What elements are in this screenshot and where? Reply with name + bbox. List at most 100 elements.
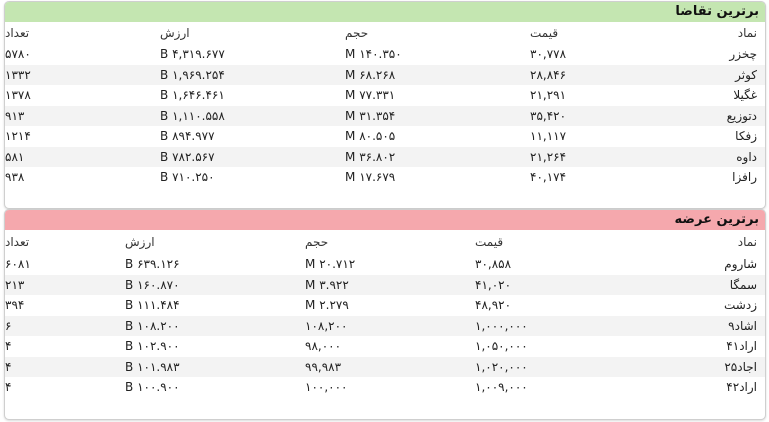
table-row[interactable]: زفکا ۱۱,۱۱۷ ۸۰.۵۰۵ M ۸۹۴.۹۷۷ B ۱۲۱۴ [5,126,765,147]
top-demand-table: نماد قیمت حجم ارزش تعداد چخزر ۳۰,۷۷۸ ۱۴۰.۳… [5,22,765,188]
header-value[interactable]: ارزش [125,235,155,249]
cell-price: ۱,۰۲۰,۰۰۰ [475,359,528,374]
cell-count: ۶۰۸۱ [5,257,31,272]
table-row[interactable]: کوثر ۲۸,۸۴۶ ۶۸.۲۶۸ M ۱,۹۶۹.۲۵۴ B ۱۳۳۲ [5,64,765,85]
cell-value: ۱۰۰.۹۰۰ B [125,380,180,395]
top-supply-table: نماد قیمت حجم ارزش تعداد شاروم ۳۰,۸۵۸ ۲۰.۷… [5,230,765,398]
cell-value: ۱,۱۱۰.۵۵۸ B [160,108,225,123]
cell-price: ۴۰,۱۷۴ [530,170,567,185]
cell-volume: ۱۰۸,۲۰۰ [305,318,348,333]
table-row[interactable]: غگیلا ۲۱,۲۹۱ ۷۷.۳۳۱ M ۱,۶۴۶.۴۶۱ B ۱۳۷۸ [5,85,765,106]
cell-count: ۱۳۷۸ [5,88,31,103]
cell-price: ۱,۰۰۹,۰۰۰ [475,380,528,395]
cell-price: ۳۰,۸۵۸ [475,257,512,272]
cell-price: ۲۸,۸۴۶ [530,67,567,82]
cell-symbol[interactable]: دتوزیع [726,108,757,123]
cell-count: ۲۱۳ [5,277,25,292]
header-symbol[interactable]: نماد [737,235,757,249]
cell-value: ۱۱۱.۴۸۴ B [125,298,180,313]
cell-count: ۴ [5,380,12,395]
cell-volume: ۳۱.۳۵۴ M [345,108,396,123]
cell-count: ۱۳۳۲ [5,67,31,82]
cell-count: ۴ [5,359,12,374]
cell-price: ۲۱,۲۹۱ [530,88,567,103]
cell-symbol[interactable]: سمگا [729,277,757,292]
table-row[interactable]: اراد۴۱ ۱,۰۵۰,۰۰۰ ۹۸,۰۰۰ ۱۰۲.۹۰۰ B ۴ [5,336,765,357]
cell-price: ۱۱,۱۱۷ [530,129,567,144]
cell-volume: ۷۷.۳۳۱ M [345,88,396,103]
top-demand-title: برترین تقاضا [5,2,765,22]
cell-value: ۸۹۴.۹۷۷ B [160,129,215,144]
cell-value: ۴,۳۱۹.۶۷۷ B [160,47,225,62]
table-row[interactable]: اشاد۹ ۱,۰۰۰,۰۰۰ ۱۰۸,۲۰۰ ۱۰۸.۲۰۰ B ۶ [5,315,765,336]
table-row[interactable]: چخزر ۳۰,۷۷۸ ۱۴۰.۳۵۰ M ۴,۳۱۹.۶۷۷ B ۵۷۸۰ [5,44,765,65]
table-row[interactable]: دتوزیع ۳۵,۴۲۰ ۳۱.۳۵۴ M ۱,۱۱۰.۵۵۸ B ۹۱۳ [5,105,765,126]
cell-value: ۷۱۰.۲۵۰ B [160,170,215,185]
cell-symbol[interactable]: زفکا [735,129,757,144]
cell-count: ۵۷۸۰ [5,47,31,62]
cell-count: ۳۹۴ [5,298,25,313]
cell-symbol[interactable]: اجاد۲۵ [724,359,757,374]
cell-value: ۶۳۹.۱۲۶ B [125,257,180,272]
cell-price: ۳۰,۷۷۸ [530,47,567,62]
cell-price: ۴۱,۰۲۰ [475,277,512,292]
table-row[interactable]: اراد۴۲ ۱,۰۰۹,۰۰۰ ۱۰۰,۰۰۰ ۱۰۰.۹۰۰ B ۴ [5,377,765,398]
table-row[interactable]: اجاد۲۵ ۱,۰۲۰,۰۰۰ ۹۹,۹۸۳ ۱۰۱.۹۸۳ B ۴ [5,356,765,377]
header-volume[interactable]: حجم [345,26,369,40]
top-supply-panel: برترین عرضه نماد قیمت حجم ارزش تعداد شار… [4,209,766,420]
header-symbol[interactable]: نماد [737,26,757,40]
cell-price: ۱,۰۵۰,۰۰۰ [475,339,528,354]
cell-volume: ۳.۹۲۲ M [305,277,349,292]
cell-symbol[interactable]: شاروم [724,257,757,272]
cell-value: ۱,۹۶۹.۲۵۴ B [160,67,225,82]
cell-count: ۴ [5,339,12,354]
header-count[interactable]: تعداد [5,26,30,40]
top-supply-title: برترین عرضه [5,210,765,230]
cell-value: ۱۰۱.۹۸۳ B [125,359,180,374]
cell-value: ۱۶۰.۸۷۰ B [125,277,180,292]
cell-count: ۵۸۱ [5,149,25,164]
cell-price: ۱,۰۰۰,۰۰۰ [475,318,528,333]
header-price[interactable]: قیمت [530,26,559,40]
table-row[interactable]: سمگا ۴۱,۰۲۰ ۳.۹۲۲ M ۱۶۰.۸۷۰ B ۲۱۳ [5,274,765,295]
header-value[interactable]: ارزش [160,26,190,40]
cell-price: ۳۵,۴۲۰ [530,108,567,123]
cell-volume: ۲۰.۷۱۲ M [305,257,356,272]
cell-symbol[interactable]: اشاد۹ [728,318,757,333]
header-price[interactable]: قیمت [475,235,504,249]
cell-price: ۴۸,۹۲۰ [475,298,512,313]
cell-count: ۶ [5,318,12,333]
header-volume[interactable]: حجم [305,235,329,249]
cell-volume: ۱۴۰.۳۵۰ M [345,47,402,62]
table-header-row: نماد قیمت حجم ارزش تعداد [5,230,765,254]
cell-volume: ۹۸,۰۰۰ [305,339,342,354]
cell-symbol[interactable]: زدشت [724,298,757,313]
cell-volume: ۹۹,۹۸۳ [305,359,342,374]
cell-count: ۹۳۸ [5,170,25,185]
cell-volume: ۶۸.۲۶۸ M [345,67,396,82]
cell-volume: ۸۰.۵۰۵ M [345,129,396,144]
cell-value: ۱,۶۴۶.۴۶۱ B [160,88,225,103]
table-header-row: نماد قیمت حجم ارزش تعداد [5,22,765,44]
table-row[interactable]: شاروم ۳۰,۸۵۸ ۲۰.۷۱۲ M ۶۳۹.۱۲۶ B ۶۰۸۱ [5,254,765,275]
top-demand-panel: برترین تقاضا نماد قیمت حجم ارزش تعداد چخ… [4,1,766,209]
cell-volume: ۳۶.۸۰۲ M [345,149,396,164]
cell-count: ۱۲۱۴ [5,129,31,144]
header-count[interactable]: تعداد [5,235,30,249]
cell-symbol[interactable]: رافزا [732,170,757,185]
table-row[interactable]: زدشت ۴۸,۹۲۰ ۲.۲۷۹ M ۱۱۱.۴۸۴ B ۳۹۴ [5,295,765,316]
cell-price: ۲۱,۲۶۴ [530,149,567,164]
cell-count: ۹۱۳ [5,108,25,123]
cell-volume: ۱۰۰,۰۰۰ [305,380,348,395]
cell-symbol[interactable]: اراد۴۲ [726,380,757,395]
cell-symbol[interactable]: غگیلا [733,88,757,103]
cell-value: ۱۰۲.۹۰۰ B [125,339,180,354]
cell-symbol[interactable]: چخزر [729,47,757,62]
table-row[interactable]: رافزا ۴۰,۱۷۴ ۱۷.۶۷۹ M ۷۱۰.۲۵۰ B ۹۳۸ [5,167,765,188]
cell-symbol[interactable]: کوثر [735,67,757,82]
cell-volume: ۱۷.۶۷۹ M [345,170,396,185]
cell-symbol[interactable]: اراد۴۱ [726,339,757,354]
cell-symbol[interactable]: داوه [736,149,757,164]
table-row[interactable]: داوه ۲۱,۲۶۴ ۳۶.۸۰۲ M ۷۸۲.۵۶۷ B ۵۸۱ [5,146,765,167]
cell-volume: ۲.۲۷۹ M [305,298,349,313]
